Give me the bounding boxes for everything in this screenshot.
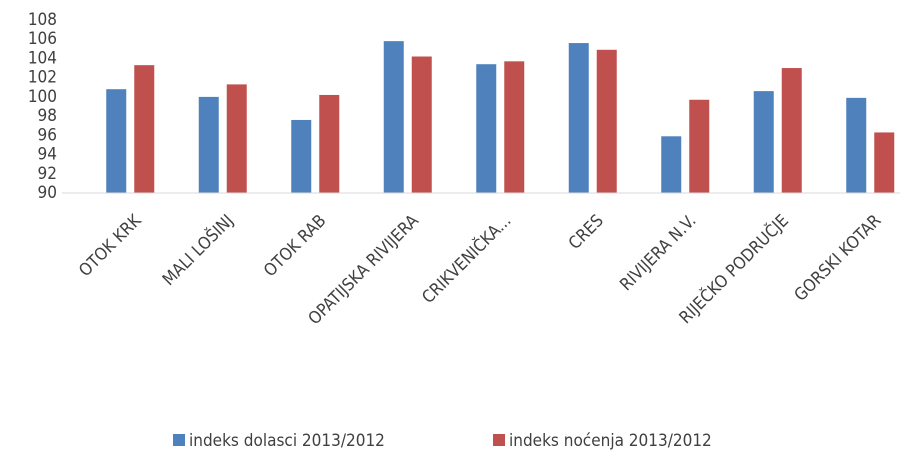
x-tick-label: CRIKVENIČKA...: [417, 210, 515, 308]
x-tick-label: RIVIJERA N.V.: [616, 211, 700, 295]
bar: [689, 99, 710, 193]
y-tick-label: 106: [28, 29, 57, 49]
bar: [226, 84, 247, 193]
y-tick-label: 96: [38, 125, 57, 145]
y-tick-label: 100: [28, 87, 57, 107]
bar: [568, 43, 589, 193]
y-tick-label: 94: [38, 145, 57, 165]
legend-label: indeks noćenja 2013/2012: [509, 431, 712, 451]
bar: [383, 41, 404, 194]
x-tick-label: GORSKI KOTAR: [791, 211, 886, 306]
y-tick-label: 92: [38, 164, 57, 184]
x-tick-label: OTOK RAB: [260, 211, 330, 281]
y-tick-label: 104: [28, 48, 57, 68]
x-tick-label: CRES: [565, 211, 608, 254]
bar: [198, 96, 219, 193]
bar: [661, 136, 682, 193]
bar: [596, 49, 617, 193]
legend-label: indeks dolasci 2013/2012: [189, 431, 385, 451]
bar: [134, 65, 155, 193]
legend-swatch: [173, 434, 185, 446]
bar: [753, 91, 774, 193]
x-tick-label: OTOK KRK: [75, 210, 146, 281]
bar: [781, 68, 802, 193]
bar: [319, 94, 340, 193]
y-tick-label: 90: [38, 183, 57, 203]
bar: [504, 61, 525, 194]
legend-swatch: [493, 434, 505, 446]
bar: [476, 64, 497, 193]
y-tick-label: 102: [28, 68, 57, 88]
bar: [874, 132, 895, 193]
x-tick-label: MALI LOŠINJ: [157, 210, 237, 290]
bar: [106, 89, 127, 193]
bar: [846, 97, 867, 193]
y-tick-label: 98: [38, 106, 57, 126]
bar: [291, 119, 312, 193]
bar: [411, 56, 432, 194]
y-tick-label: 108: [28, 10, 57, 30]
